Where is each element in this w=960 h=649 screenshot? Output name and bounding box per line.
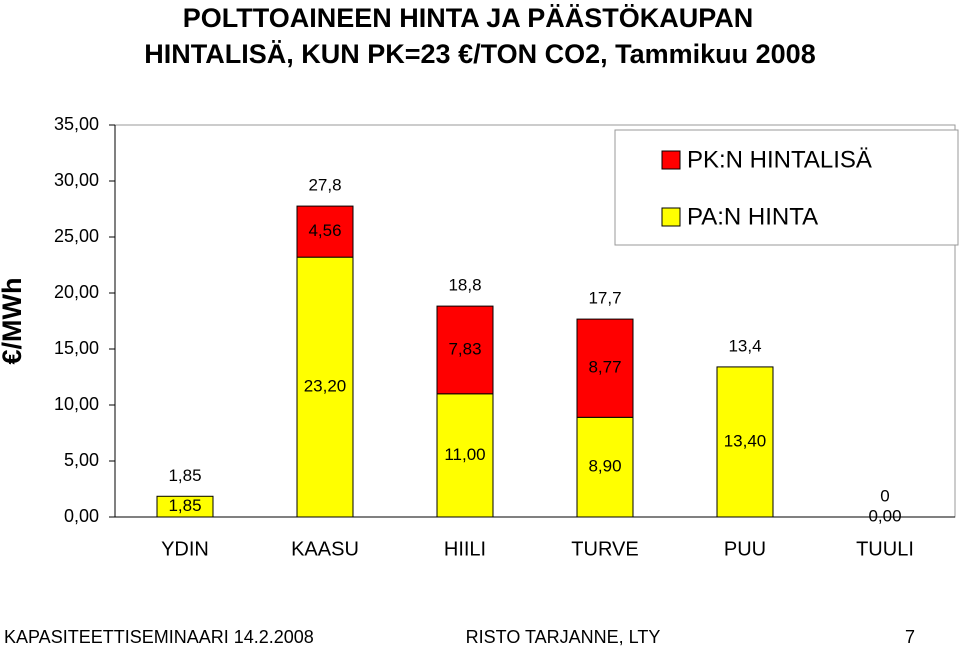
y-tick-label: 25,00 bbox=[54, 226, 99, 246]
total-label: 17,7 bbox=[588, 289, 621, 308]
bar-segment bbox=[296, 205, 354, 258]
footer-page: 7 bbox=[905, 627, 915, 647]
x-tick-label: TURVE bbox=[571, 538, 638, 560]
x-tick-label: TUULI bbox=[856, 538, 914, 560]
legend-swatch bbox=[661, 207, 681, 227]
footer-center: RISTO TARJANNE, LTY bbox=[466, 627, 661, 647]
total-label: 1,85 bbox=[168, 466, 201, 485]
total-label: 18,8 bbox=[448, 276, 481, 295]
value-label: 1,85 bbox=[168, 496, 201, 515]
bar-segment bbox=[716, 366, 774, 518]
legend-label: PA:N HINTA bbox=[687, 203, 818, 230]
y-tick-label: 5,00 bbox=[64, 450, 99, 470]
footer-left: KAPASITEETTISEMINAARI 14.2.2008 bbox=[4, 627, 314, 647]
y-tick-label: 10,00 bbox=[54, 394, 99, 414]
value-label: 8,90 bbox=[588, 457, 621, 476]
y-tick-label: 35,00 bbox=[54, 114, 99, 134]
x-tick-label: YDIN bbox=[161, 538, 209, 560]
legend-label: PK:N HINTALISÄ bbox=[687, 146, 872, 173]
bar-segment bbox=[436, 393, 494, 518]
y-tick-label: 30,00 bbox=[54, 170, 99, 190]
chart-title: HINTALISÄ, KUN PK=23 €/TON CO2, Tammikuu… bbox=[144, 39, 815, 69]
value-label: 23,20 bbox=[304, 377, 347, 396]
chart-title: POLTTOAINEEN HINTA JA PÄÄSTÖKAUPAN bbox=[183, 3, 754, 33]
x-tick-label: PUU bbox=[724, 538, 766, 560]
bar-segment bbox=[156, 495, 214, 518]
x-tick-label: KAASU bbox=[291, 538, 359, 560]
total-label: 0 bbox=[880, 486, 889, 505]
value-label: 13,40 bbox=[724, 431, 767, 450]
legend-swatch bbox=[661, 150, 681, 170]
total-label: 13,4 bbox=[728, 336, 761, 355]
x-tick-label: HIILI bbox=[444, 538, 486, 560]
value-label: 8,77 bbox=[588, 358, 621, 377]
y-tick-label: 0,00 bbox=[64, 506, 99, 526]
y-tick-label: 15,00 bbox=[54, 338, 99, 358]
value-label: 7,83 bbox=[448, 339, 481, 358]
value-label: 0,00 bbox=[868, 506, 901, 525]
bar-segment bbox=[296, 256, 354, 518]
bar-segment bbox=[436, 305, 494, 395]
total-label: 27,8 bbox=[308, 176, 341, 195]
bar-segment bbox=[576, 318, 634, 418]
y-tick-label: 20,00 bbox=[54, 282, 99, 302]
value-label: 4,56 bbox=[308, 221, 341, 240]
value-label: 11,00 bbox=[444, 445, 485, 464]
bar-segment bbox=[576, 416, 634, 518]
y-axis-label: €/MWh bbox=[0, 278, 27, 365]
